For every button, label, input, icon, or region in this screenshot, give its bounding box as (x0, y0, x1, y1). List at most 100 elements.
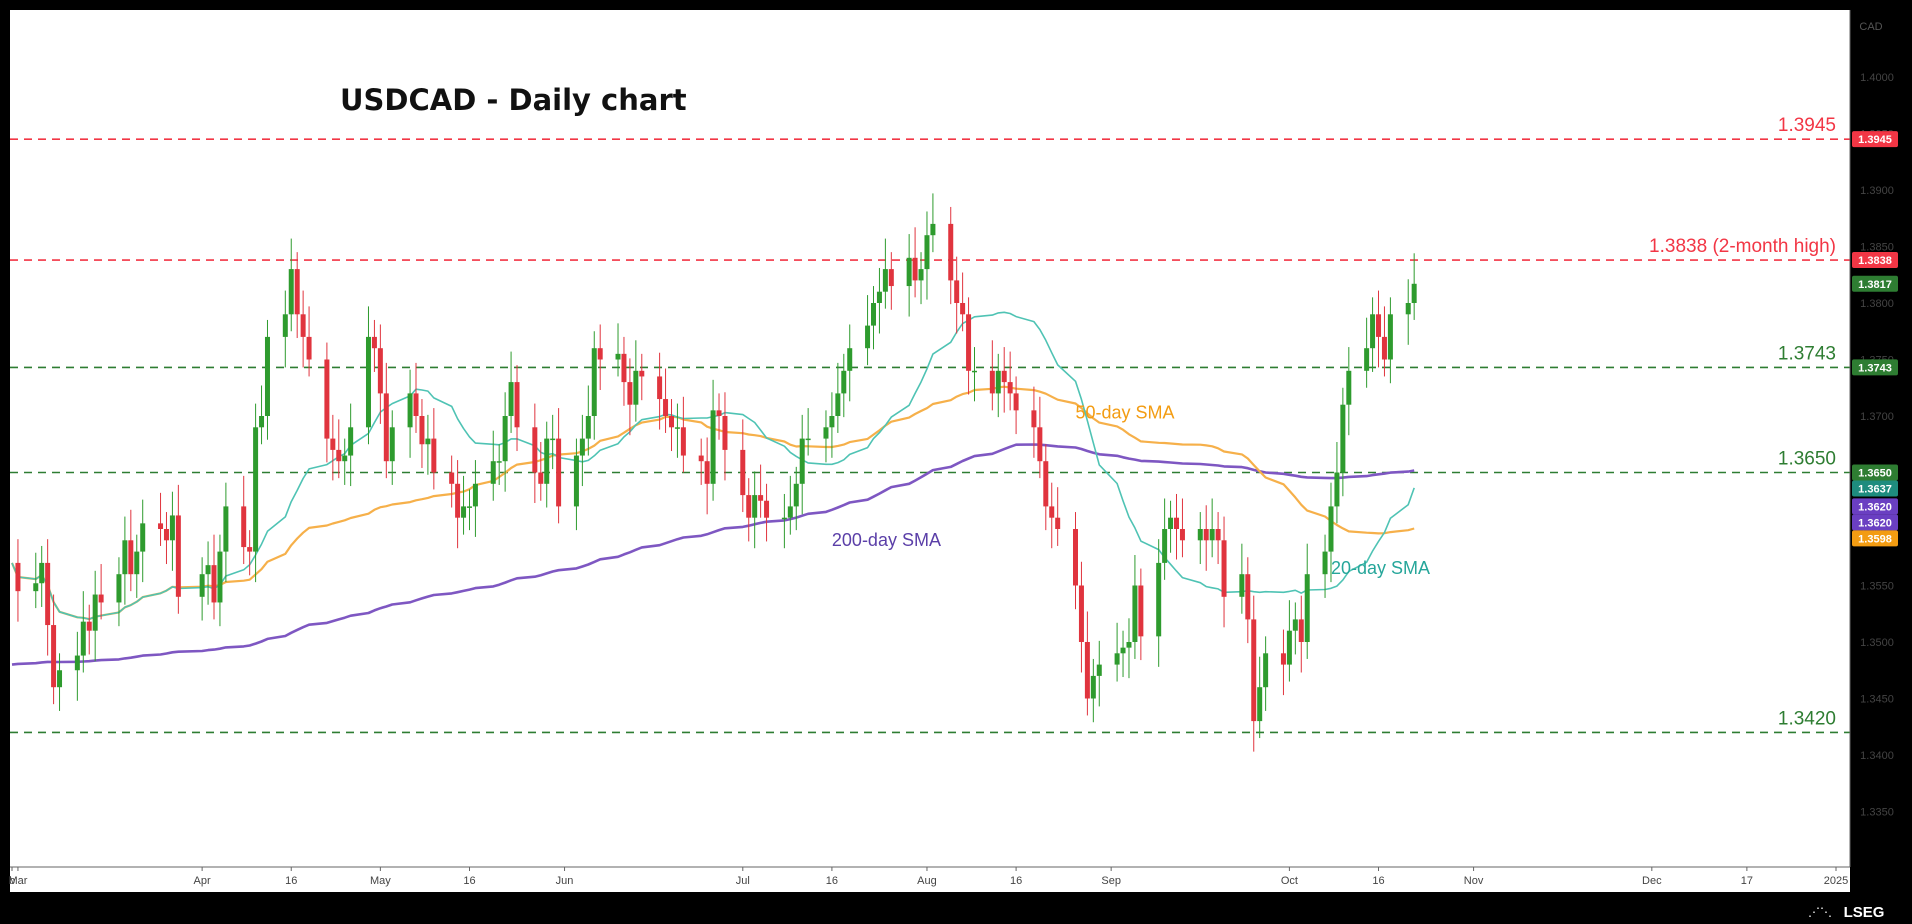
candle-body (538, 472, 544, 484)
candle-body (1114, 653, 1120, 665)
candle-body (134, 551, 140, 575)
candle-body (514, 382, 520, 428)
candle-body (995, 370, 1001, 394)
candle-body (342, 455, 348, 462)
candle-body (377, 348, 383, 394)
y-tick-label: 1.3900 (1860, 185, 1894, 197)
candle-body (86, 621, 92, 631)
candle-body (1364, 348, 1370, 371)
y-tick-label: 1.3500 (1860, 637, 1894, 649)
candle-body (1090, 675, 1096, 699)
y-tick-label: 1.3350 (1860, 807, 1894, 819)
level-label: 1.3420 (1778, 708, 1836, 729)
candle-body (1055, 517, 1061, 529)
price-tag-label: 1.3650 (1858, 468, 1892, 480)
x-tick-label: 16 (1010, 875, 1022, 887)
candle-body (668, 416, 674, 428)
support-resistance-levels (10, 138, 1850, 734)
candle-body (419, 416, 425, 445)
candle-body (502, 416, 508, 462)
price-tag (1852, 275, 1898, 292)
price-tag (1852, 359, 1898, 376)
candle-body (1197, 529, 1203, 541)
candle-body (1376, 314, 1382, 337)
candle-body (621, 353, 627, 383)
candle-body (199, 574, 205, 597)
candle-body (163, 529, 169, 541)
candle-body (461, 506, 467, 518)
level-label: 1.3838 (2-month high) (1649, 236, 1836, 257)
candle-body (924, 235, 930, 270)
candle-body (823, 427, 829, 439)
candle-body (98, 594, 104, 603)
price-tag (1852, 514, 1898, 531)
x-tick-label: 17 (1741, 875, 1753, 887)
level-label: 1.3650 (1778, 449, 1836, 470)
candle-body (627, 382, 633, 405)
candle-body (1132, 585, 1138, 642)
candle-body (140, 523, 146, 552)
candle-body (1298, 619, 1304, 642)
candle-body (1168, 517, 1174, 529)
candle-body (223, 506, 229, 552)
x-tick-label: Sep (1101, 875, 1121, 887)
x-tick-label: Oct (1281, 875, 1298, 887)
x-tick-label: 16 (1372, 875, 1384, 887)
candle-body (918, 269, 924, 281)
candle-body (966, 314, 972, 371)
candle-body (490, 461, 496, 484)
candle-body (532, 427, 538, 473)
candle-body (573, 455, 579, 507)
candle-body (1257, 687, 1263, 722)
candle-body (633, 370, 639, 405)
candle-body (365, 336, 371, 428)
candle-body (1138, 585, 1144, 637)
candle-body (1007, 382, 1013, 394)
sma50-line (10, 385, 1415, 621)
candle-body (116, 574, 122, 603)
candle-body (989, 370, 995, 394)
y-tick-label: 1.3850 (1860, 242, 1894, 254)
y-tick-label: 1.3550 (1860, 581, 1894, 593)
sma-label: 200-day SMA (832, 530, 941, 550)
candle-body (1411, 283, 1417, 303)
candle-body (508, 382, 514, 416)
candle-body (128, 540, 134, 575)
brand-name: LSEG (1844, 904, 1885, 921)
candle-body (324, 359, 330, 439)
candle-body (1120, 647, 1126, 654)
candle-body (1251, 619, 1257, 722)
plot-background (10, 10, 1850, 892)
candle-body (799, 438, 805, 484)
candle-body (74, 655, 80, 671)
price-tag (1852, 498, 1898, 515)
candle-body (330, 438, 336, 450)
price-tag-label: 1.3598 (1858, 533, 1892, 545)
candle-body (764, 500, 770, 518)
sma20-line (11, 311, 1415, 620)
x-tick-label: Apr (194, 875, 211, 887)
candle-body (51, 625, 57, 688)
annotations: 1.3945 1.3838 (2-month high) 1.3743 1.3650 1… (832, 115, 1836, 729)
candle-body (1304, 574, 1310, 642)
candle-body (1209, 529, 1215, 541)
candle-body (1031, 410, 1037, 428)
x-tick-label: 16 (285, 875, 297, 887)
candle-body (45, 562, 51, 626)
candle-body (371, 336, 377, 349)
candle-body (39, 562, 45, 584)
candle-body (954, 280, 960, 303)
candle-body (1126, 642, 1132, 648)
candle-body (1245, 574, 1251, 620)
candle-body (300, 314, 306, 337)
candle-body (169, 515, 175, 541)
price-tag (1852, 530, 1898, 547)
candle-body (615, 353, 621, 360)
candle-body (1263, 653, 1269, 688)
y-tick-label: 1.3450 (1860, 694, 1894, 706)
candle-body (389, 427, 395, 462)
price-tag-label: 1.3620 (1858, 517, 1892, 529)
candle-body (431, 438, 437, 473)
